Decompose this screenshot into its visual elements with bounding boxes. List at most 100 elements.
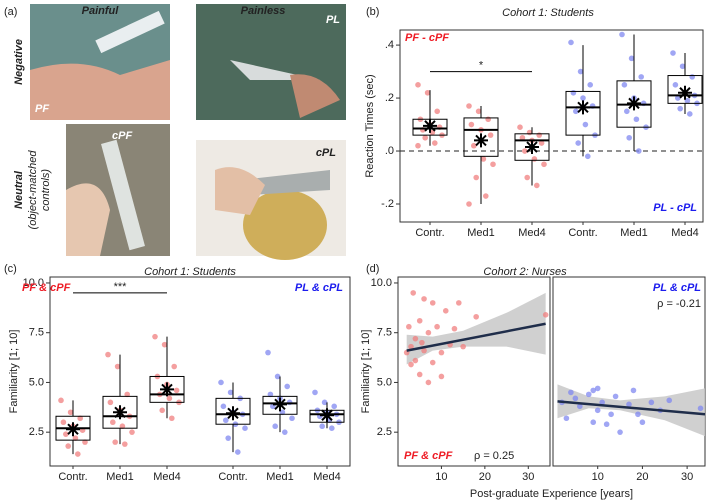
data-point	[483, 193, 489, 199]
data-point	[421, 296, 427, 302]
photo-label: cPL	[316, 147, 336, 159]
data-point	[429, 300, 436, 306]
data-point	[284, 383, 291, 390]
data-point	[517, 124, 523, 130]
data-point	[590, 387, 597, 394]
data-point	[415, 82, 421, 88]
mean	[113, 405, 127, 420]
mean	[160, 382, 174, 397]
y-tick-label: 7.5	[377, 327, 392, 339]
data-point	[329, 425, 335, 432]
x-tick-label: Med4	[313, 471, 341, 483]
chart-title: Cohort 2: Nurses	[483, 266, 567, 278]
box	[215, 397, 251, 425]
data-point	[429, 359, 436, 366]
data-point	[638, 74, 644, 80]
y-axis-label: Familiarity [1; 10]	[360, 330, 372, 414]
data-point	[480, 156, 487, 162]
data-point	[522, 148, 528, 154]
data-point	[432, 140, 438, 146]
data-point	[438, 373, 445, 380]
panel-label: (b)	[366, 6, 379, 18]
panel-label: (d)	[366, 263, 379, 275]
x-tick-label: 20	[479, 471, 491, 483]
data-point	[419, 339, 425, 346]
data-point	[639, 419, 646, 426]
data-point	[410, 290, 417, 296]
data-point	[416, 371, 423, 378]
data-point	[58, 397, 64, 404]
photo-label: PL	[326, 14, 340, 26]
regression-line	[557, 400, 706, 416]
data-point	[114, 363, 121, 370]
data-point	[575, 140, 581, 146]
mean	[678, 85, 692, 100]
data-point	[460, 343, 466, 350]
x-tick-label: 10	[435, 471, 447, 483]
data-point	[434, 323, 440, 330]
significance-label: ***	[114, 281, 128, 293]
y-tick-label: 5.0	[29, 376, 44, 388]
data-point	[603, 421, 610, 428]
data-point	[451, 325, 458, 332]
data-point	[534, 182, 540, 189]
data-point	[112, 439, 118, 445]
mean	[576, 100, 590, 115]
data-point	[63, 431, 69, 437]
data-point	[633, 116, 640, 123]
y-tick-label: .0	[385, 145, 394, 157]
data-point	[425, 379, 432, 386]
data-point	[582, 121, 589, 128]
mean	[320, 408, 334, 423]
chart-title: Cohort 1: Students	[144, 266, 236, 278]
data-point	[687, 111, 693, 117]
data-point	[77, 415, 83, 422]
data-point	[572, 395, 579, 402]
data-point	[573, 108, 579, 115]
data-point	[568, 389, 574, 396]
box	[565, 90, 601, 136]
data-point	[274, 373, 281, 380]
x-tick-label: Contr.	[58, 471, 87, 483]
data-point	[468, 121, 475, 128]
plot-frame	[552, 276, 706, 467]
data-point	[563, 415, 570, 422]
data-point	[524, 174, 530, 181]
potato	[243, 190, 327, 260]
data-point	[265, 349, 271, 356]
data-point	[173, 387, 180, 394]
data-point	[424, 89, 431, 96]
x-tick-label: Med1	[620, 227, 648, 239]
data-point	[490, 161, 496, 168]
data-point	[124, 391, 130, 398]
x-tick-label: 30	[522, 471, 534, 483]
data-point	[538, 140, 545, 146]
data-point	[218, 379, 224, 386]
data-point	[577, 68, 584, 75]
data-point	[415, 142, 421, 149]
correlation: ρ = 0.25	[474, 450, 514, 462]
x-tick-label: 10	[592, 471, 604, 483]
data-point	[568, 39, 574, 46]
mean	[525, 140, 539, 155]
mean	[226, 406, 240, 421]
column-label: Painful	[82, 5, 120, 17]
data-point	[438, 349, 445, 356]
data-point	[223, 417, 229, 424]
row-note: controls)	[40, 169, 52, 212]
data-point	[242, 425, 248, 432]
data-point	[312, 389, 318, 396]
data-point	[169, 415, 175, 422]
data-point	[412, 335, 419, 342]
correlation: ρ = -0.21	[657, 298, 701, 310]
data-point	[416, 317, 423, 324]
data-point	[408, 361, 414, 368]
data-point	[635, 411, 641, 418]
data-point	[129, 429, 135, 435]
chart-title: Cohort 1: Students	[502, 7, 594, 19]
x-tick-label: Med4	[671, 227, 699, 239]
data-point	[72, 435, 79, 441]
series-label: PL & cPL	[295, 282, 343, 294]
data-point	[689, 74, 695, 80]
data-point	[666, 397, 673, 404]
